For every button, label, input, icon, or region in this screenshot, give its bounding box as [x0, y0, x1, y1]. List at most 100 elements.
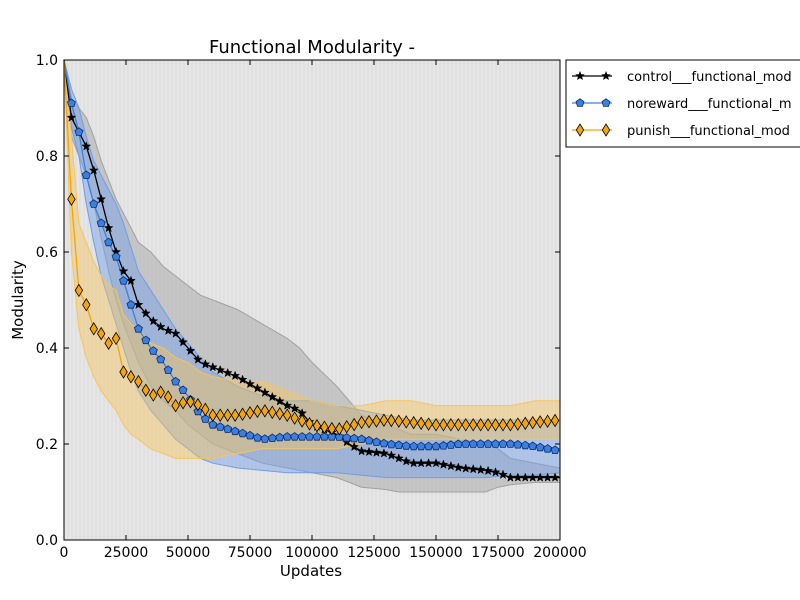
- legend-marker-0: [575, 70, 585, 81]
- data-point-0: [66, 112, 77, 122]
- data-point-1: [66, 98, 76, 107]
- data-point-1: [96, 218, 106, 228]
- data-point-1: [476, 439, 486, 448]
- series-markers: [66, 98, 560, 482]
- data-point-2: [476, 418, 485, 432]
- data-point-2: [550, 413, 560, 428]
- data-point-0: [468, 463, 479, 474]
- data-point-2: [201, 402, 210, 417]
- x-tick-label: 50000: [166, 545, 211, 561]
- data-point-2: [342, 419, 351, 434]
- legend-label-2: punish___functional_mod: [627, 124, 790, 139]
- data-point-0: [498, 469, 508, 479]
- x-tick-label: 150000: [409, 545, 462, 561]
- data-point-0: [453, 462, 464, 472]
- x-tick-label: 25000: [104, 545, 149, 561]
- data-point-2: [216, 408, 225, 422]
- data-point-0: [289, 403, 300, 413]
- data-point-2: [335, 422, 344, 436]
- data-point-1: [290, 432, 300, 441]
- data-point-1: [342, 433, 352, 442]
- data-point-2: [320, 420, 329, 434]
- data-point-0: [192, 354, 203, 364]
- data-point-2: [446, 418, 456, 432]
- data-point-0: [178, 337, 188, 347]
- axis-ticks: 0 25000 50000 75000 100000 125000 150000 175000…: [36, 53, 587, 561]
- data-point-2: [134, 374, 143, 389]
- data-point-2: [141, 383, 151, 397]
- chart-title: Functional Modularity -: [209, 37, 415, 58]
- data-point-2: [104, 336, 113, 350]
- data-point-2: [82, 298, 91, 312]
- data-point-1: [372, 437, 381, 446]
- data-point-0: [282, 400, 293, 410]
- data-point-1: [319, 432, 329, 441]
- data-point-2: [372, 414, 381, 428]
- y-tick-label: 0.2: [36, 437, 58, 453]
- data-point-1: [305, 432, 314, 441]
- data-point-2: [349, 417, 359, 432]
- data-point-2: [171, 398, 180, 413]
- data-point-2: [513, 417, 523, 431]
- data-point-1: [543, 444, 553, 453]
- data-point-2: [409, 415, 418, 430]
- data-point-1: [386, 439, 396, 449]
- legend-entries: control___functional_mod noreward___funct…: [572, 70, 792, 139]
- data-point-0: [349, 441, 360, 452]
- data-point-2: [312, 419, 322, 433]
- data-point-1: [245, 430, 255, 440]
- data-point-0: [118, 265, 129, 276]
- data-point-1: [505, 439, 515, 448]
- data-point-2: [327, 421, 337, 436]
- x-tick-label: 175000: [471, 545, 524, 561]
- data-point-2: [543, 414, 552, 428]
- data-point-1: [327, 432, 337, 441]
- data-point-0: [475, 464, 486, 475]
- data-point-2: [305, 417, 314, 431]
- legend-label-0: control___functional_mod: [627, 70, 792, 85]
- data-point-1: [491, 439, 500, 448]
- data-point-2: [223, 408, 232, 422]
- data-point-0: [341, 436, 352, 447]
- data-point-1: [104, 237, 114, 247]
- data-point-1: [520, 440, 530, 450]
- data-point-2: [260, 404, 270, 418]
- x-tick-label: 75000: [228, 545, 273, 561]
- data-point-0: [237, 374, 248, 384]
- data-point-1: [156, 354, 166, 364]
- data-point-0: [207, 361, 218, 372]
- x-tick-label: 100000: [285, 545, 338, 561]
- data-point-1: [148, 346, 158, 355]
- data-point-2: [74, 283, 84, 298]
- data-point-2: [97, 326, 106, 341]
- data-point-2: [498, 418, 508, 432]
- data-point-0: [393, 453, 404, 463]
- data-point-0: [490, 467, 501, 477]
- data-point-1: [126, 300, 136, 309]
- data-point-2: [439, 418, 448, 432]
- data-point-1: [252, 433, 262, 442]
- data-point-1: [89, 199, 99, 208]
- data-point-0: [267, 391, 278, 402]
- data-point-1: [230, 426, 240, 436]
- data-point-0: [222, 367, 233, 378]
- data-point-1: [409, 441, 419, 451]
- data-point-1: [513, 440, 523, 449]
- data-point-0: [215, 364, 226, 375]
- data-point-0: [460, 463, 471, 473]
- data-point-1: [461, 439, 471, 448]
- data-point-1: [74, 127, 84, 136]
- data-point-1: [424, 441, 434, 451]
- data-point-1: [238, 428, 248, 438]
- data-point-1: [416, 441, 426, 451]
- data-point-0: [371, 447, 382, 457]
- legend-marker-2: [601, 123, 611, 137]
- data-point-2: [424, 417, 433, 431]
- data-point-2: [416, 416, 426, 431]
- data-point-1: [528, 441, 538, 451]
- data-point-1: [163, 365, 173, 374]
- y-tick-label: 0.8: [36, 149, 58, 165]
- data-point-2: [238, 407, 247, 421]
- data-point-2: [253, 404, 262, 419]
